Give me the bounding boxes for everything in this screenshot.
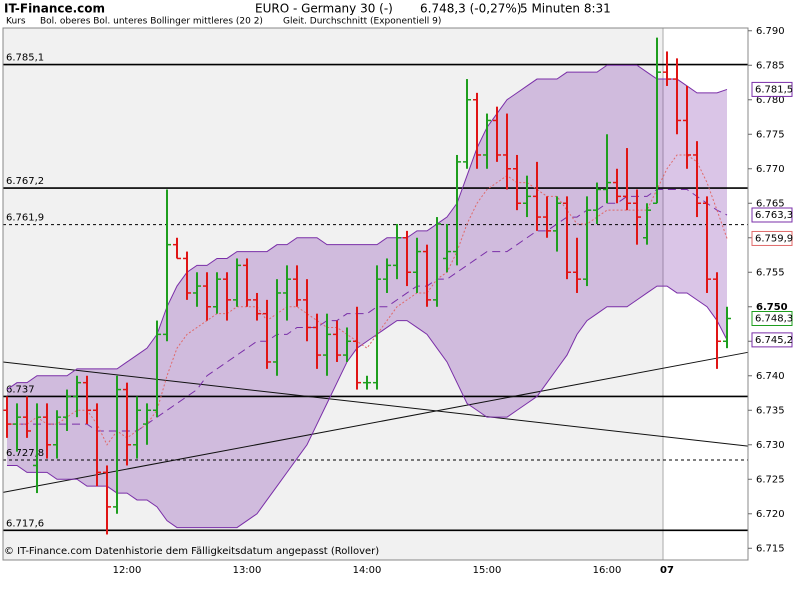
level-label: 6.727,8 (6, 448, 44, 459)
y-tick-label: 6.755 (756, 267, 785, 278)
x-tick-label: 12:00 (113, 565, 142, 576)
bollinger-upper (6, 64, 728, 390)
y-tick-label: 6.790 (756, 26, 785, 37)
level-label: 6.737 (6, 384, 35, 395)
end-label: 6.781,5 (755, 84, 793, 95)
end-label: 6.759,9 (755, 233, 793, 244)
end-label: 6.763,3 (755, 210, 793, 221)
interval: 5 Minuten 8:31 (520, 2, 611, 16)
bollinger-lower (7, 285, 728, 529)
legend-price: Kurs (6, 17, 26, 27)
x-tick-label: 15:00 (473, 565, 502, 576)
y-tick-label: 6.735 (756, 405, 785, 416)
level-label: 6.767,2 (6, 176, 44, 187)
end-label-box (751, 81, 793, 97)
level-label: 6.717,6 (6, 518, 44, 529)
x-tick-label: 14:00 (353, 565, 382, 576)
plot-layer: 6.785,1 6.767,2 6.761,9 6.737 6.727,8 6.717,6 (2, 28, 749, 560)
y-tick-label: 6.715 (756, 543, 785, 554)
y-tick-label: 6.775 (756, 129, 785, 140)
y-tick-label: 6.720 (756, 509, 785, 520)
end-label-box (751, 332, 793, 348)
x-tick-label: 07 (660, 565, 674, 576)
end-label-box (751, 310, 793, 326)
level-label: 6.761,9 (6, 213, 44, 224)
end-label-box (751, 230, 793, 246)
x-tick-label: 16:00 (593, 565, 622, 576)
legend-ema: Gleit. Durchschnitt (Exponentiell 9) (283, 17, 441, 27)
y-tick-label: 6.730 (756, 440, 785, 451)
plot-frame (2, 27, 749, 561)
site-name: IT-Finance.com (4, 2, 105, 16)
y-tick-label: 6.750 (756, 302, 788, 313)
end-label-box (751, 207, 793, 223)
y-tick-label: 6.740 (756, 371, 785, 382)
quote: 6.748,3 (-0,27%) (420, 2, 521, 16)
y-tick-label: 6.770 (756, 164, 785, 175)
y-tick-label: 6.785 (756, 60, 785, 71)
chart-title: EURO - Germany 30 (-) (255, 2, 393, 16)
y-tick-label: 6.725 (756, 474, 785, 485)
trend-line (2, 361, 749, 447)
band-fill (7, 65, 727, 528)
y-tick-label: 6.780 (756, 95, 785, 106)
end-label: 6.748,3 (755, 313, 793, 324)
x-tick-label: 13:00 (233, 565, 262, 576)
footnote: © IT-Finance.com Datenhistorie dem Fälli… (4, 546, 379, 557)
legend-bollinger: Bol. oberes Bol. unteres Bollinger mittl… (40, 17, 263, 27)
end-label: 6.745,2 (755, 335, 793, 346)
level-label: 6.785,1 (6, 53, 44, 64)
y-tick-label: 6.765 (756, 198, 785, 209)
trend-line (2, 351, 749, 493)
